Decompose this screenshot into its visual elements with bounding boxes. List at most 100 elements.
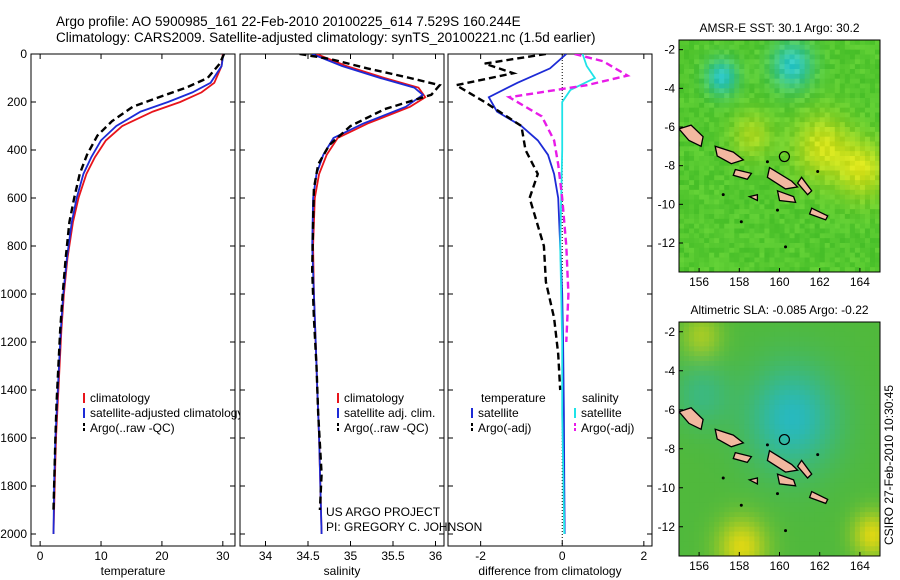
map-cell — [809, 512, 816, 518]
map-cell — [744, 88, 750, 94]
map-cell — [764, 400, 771, 406]
map-cell — [724, 536, 730, 542]
map-cell — [704, 512, 710, 518]
map-cell — [769, 136, 776, 143]
map-cell — [774, 223, 781, 230]
map-cell — [749, 44, 755, 51]
map-cell — [854, 218, 861, 225]
map-cell — [724, 526, 730, 533]
map-cell — [689, 458, 695, 464]
map-cell — [804, 175, 811, 181]
map-cell — [854, 64, 861, 70]
map-cell — [804, 375, 811, 382]
map-cell — [789, 223, 796, 230]
map-cell — [804, 170, 811, 176]
map-cell — [814, 141, 821, 147]
map-cell — [739, 146, 745, 152]
map-cell — [849, 214, 856, 220]
map-cell — [779, 512, 786, 518]
map-cell — [694, 238, 700, 244]
map-cell — [729, 175, 735, 181]
map-cell — [814, 117, 821, 123]
map-cell — [724, 127, 730, 133]
map-cell — [834, 117, 841, 123]
map-y-tick-label: -10 — [658, 481, 676, 495]
map-cell — [694, 390, 700, 396]
map-cell — [709, 189, 715, 196]
map-cell — [759, 204, 766, 210]
map-cell — [809, 199, 816, 205]
map-cell — [724, 482, 730, 489]
map-cell — [849, 69, 856, 75]
map-cell — [699, 107, 705, 114]
map-cell — [689, 185, 695, 191]
map-cell — [839, 492, 846, 499]
map-cell — [784, 146, 791, 152]
map-cell — [744, 414, 750, 421]
map-cell — [699, 151, 705, 157]
map-cell — [749, 341, 755, 347]
map-cell — [689, 165, 695, 172]
map-cell — [754, 257, 761, 263]
map-cell — [769, 395, 776, 401]
map-cell — [849, 380, 856, 386]
map-cell — [794, 546, 801, 552]
map-cell — [694, 458, 700, 464]
map-cell — [819, 170, 826, 176]
map-cell — [859, 468, 866, 474]
map-cell — [854, 127, 861, 133]
map-cell — [854, 453, 861, 460]
map-cell — [759, 419, 766, 425]
map-cell — [744, 375, 750, 382]
map-cell — [819, 88, 826, 94]
map-cell — [684, 482, 690, 489]
map-cell — [764, 331, 771, 338]
map-cell — [739, 257, 745, 263]
map-cell — [739, 127, 745, 133]
map-cell — [744, 40, 750, 46]
map-cell — [749, 400, 755, 406]
map-cell — [784, 448, 791, 455]
map-cell — [684, 112, 690, 118]
map-cell — [729, 102, 735, 109]
legend-label: Argo(-adj) — [478, 421, 531, 435]
map-cell — [754, 346, 761, 352]
map-cell — [754, 218, 761, 225]
map-cell — [729, 331, 735, 338]
map-cell — [759, 409, 766, 416]
map-cell — [799, 102, 806, 109]
map-cell — [829, 395, 836, 401]
map-cell — [729, 194, 735, 201]
map-cell — [749, 414, 755, 421]
map-cell — [819, 262, 826, 268]
map-cell — [714, 497, 720, 503]
map-cell — [759, 73, 766, 80]
map-cell — [704, 180, 710, 186]
map-cell — [864, 551, 871, 556]
map-cell — [854, 492, 861, 499]
map-cell — [819, 204, 826, 210]
map-cell — [874, 127, 880, 133]
map-cell — [829, 463, 836, 469]
map-cell — [724, 54, 730, 60]
map-cell — [804, 262, 811, 268]
map-cell — [814, 434, 821, 440]
map-cell — [804, 380, 811, 386]
map-cell — [864, 341, 871, 347]
map-cell — [799, 424, 806, 430]
map-cell — [764, 102, 771, 109]
map-cell — [754, 107, 761, 114]
map-cell — [784, 380, 791, 386]
map-cell — [779, 361, 786, 367]
map-cell — [859, 204, 866, 210]
map-cell — [839, 331, 846, 338]
map-cell — [824, 243, 831, 249]
map-cell — [699, 69, 705, 75]
map-cell — [704, 218, 710, 225]
map-cell — [759, 370, 766, 377]
map-cell — [714, 180, 720, 186]
map-cell — [824, 419, 831, 425]
map-cell — [794, 322, 801, 328]
map-cell — [709, 341, 715, 347]
